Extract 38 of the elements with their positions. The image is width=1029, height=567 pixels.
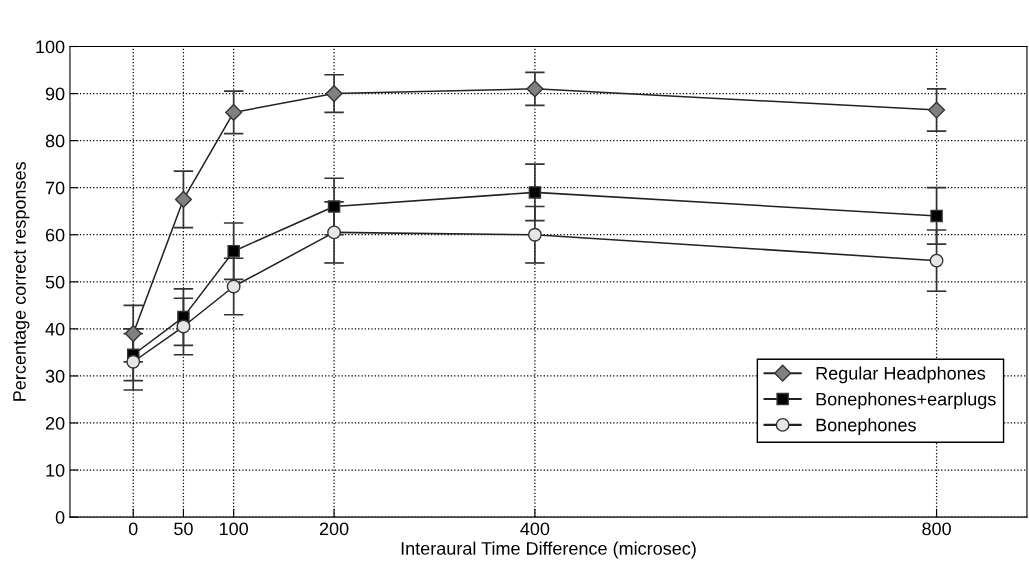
y-tick-label: 100 bbox=[36, 40, 65, 54]
point bbox=[528, 186, 542, 199]
x-tick-label: 800 bbox=[922, 522, 951, 536]
point bbox=[327, 200, 341, 213]
y-tick-label: 10 bbox=[46, 463, 65, 477]
y-axis-title: Percentage correct responses bbox=[13, 162, 30, 401]
x-tick-label: 0 bbox=[128, 522, 138, 536]
point bbox=[226, 279, 241, 294]
point bbox=[928, 101, 946, 119]
legend-label: Bonephones+earplugs bbox=[816, 392, 996, 410]
point bbox=[327, 225, 342, 240]
y-tick-label: 70 bbox=[45, 181, 65, 195]
y-tick-label: 0 bbox=[55, 511, 65, 524]
legend-label: Regular Headphones bbox=[816, 366, 986, 384]
y-tick-label: 40 bbox=[45, 322, 65, 336]
point bbox=[174, 190, 192, 208]
x-tick-label: 400 bbox=[520, 522, 550, 536]
legend-label: Bonephones bbox=[816, 418, 916, 435]
point bbox=[225, 103, 243, 121]
point bbox=[929, 253, 944, 268]
point bbox=[227, 244, 240, 258]
point bbox=[930, 209, 943, 223]
x-tick-label: 50 bbox=[174, 522, 193, 536]
x-axis-title: Interaural Time Difference (microsec) bbox=[401, 541, 696, 559]
y-tick-label: 20 bbox=[45, 416, 65, 430]
x-tick-label: 100 bbox=[219, 522, 249, 536]
y-tick-label: 30 bbox=[45, 369, 65, 383]
y-tick-label: 60 bbox=[45, 228, 65, 242]
y-tick-label: 80 bbox=[45, 134, 65, 148]
x-tick-label: 200 bbox=[319, 522, 349, 536]
y-tick-label: 50 bbox=[45, 275, 65, 289]
point bbox=[124, 325, 142, 343]
y-tick-label: 90 bbox=[45, 87, 65, 101]
point bbox=[526, 80, 544, 98]
point bbox=[325, 85, 343, 103]
point bbox=[126, 354, 141, 369]
point bbox=[176, 319, 191, 334]
point bbox=[527, 227, 542, 242]
